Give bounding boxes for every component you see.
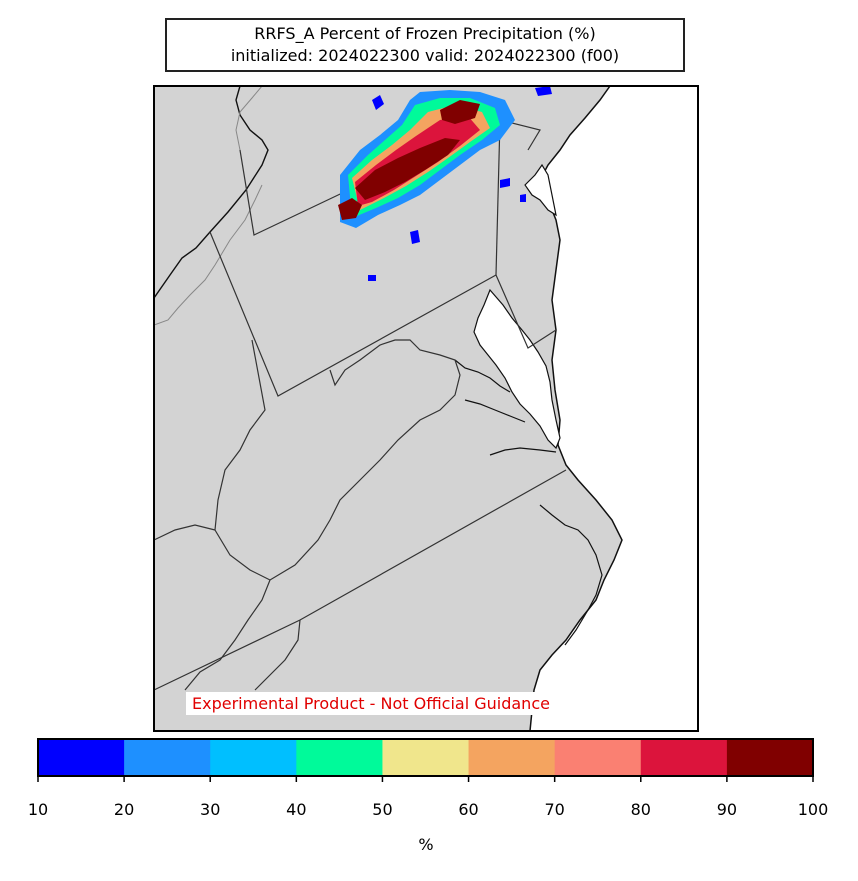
frozen-precip-field: [338, 86, 552, 281]
colorbar-segment: [726, 739, 814, 776]
chesapeake-bay: [473, 288, 561, 450]
colorbar-segment: [382, 739, 470, 776]
colorbar-unit-label: %: [418, 835, 434, 854]
colorbar-segment: [210, 739, 297, 776]
potomac-river: [454, 359, 557, 456]
colorbar-segment: [554, 739, 642, 776]
colorbar-segment: [468, 739, 556, 776]
colorbar-segment: [640, 739, 728, 776]
river-2: [235, 86, 263, 151]
map-title: RRFS_A Percent of Frozen Precipitation (…: [165, 18, 685, 72]
title-line-1: RRFS_A Percent of Frozen Precipitation (…: [254, 24, 596, 43]
title-line-2: initialized: 2024022300 valid: 202402230…: [230, 46, 620, 65]
delaware-bay: [524, 163, 557, 217]
lake-edge: [154, 86, 269, 299]
colorbar-segment: [124, 739, 211, 776]
colorbar: [37, 738, 814, 782]
disclaimer-label: Experimental Product - Not Official Guid…: [186, 692, 556, 715]
colorbar-segment: [38, 739, 125, 776]
map-frame: [153, 85, 699, 732]
colorbar-frame: [37, 738, 814, 777]
tidewater-coast: [539, 504, 603, 646]
colorbar-segment: [296, 739, 383, 776]
